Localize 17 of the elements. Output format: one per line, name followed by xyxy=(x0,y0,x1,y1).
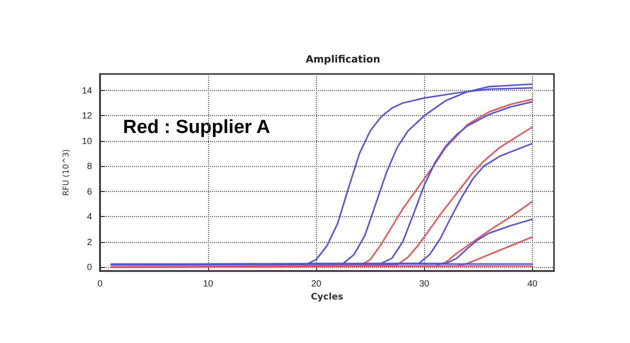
y-tick-label: 4 xyxy=(86,212,92,222)
x-tick-label: 10 xyxy=(203,278,214,288)
y-tick-label: 8 xyxy=(86,161,92,172)
annotation: Red : Supplier A xyxy=(123,117,270,138)
x-axis-title: Cycles xyxy=(310,292,344,302)
y-tick-label: 6 xyxy=(86,186,92,196)
x-tick-label: 20 xyxy=(311,278,322,288)
y-tick-label: 14 xyxy=(82,85,92,96)
chart-title: Amplification xyxy=(306,54,380,66)
y-tick-label: 0 xyxy=(86,262,92,272)
x-tick-label: 40 xyxy=(527,278,538,288)
y-tick-label: 10 xyxy=(82,136,92,146)
y-tick-label: 2 xyxy=(86,236,92,247)
y-axis-title: RFU (10^3) xyxy=(62,149,70,196)
x-tick-label: 0 xyxy=(97,278,103,288)
x-tick-label: 30 xyxy=(419,278,430,288)
y-tick-label: 12 xyxy=(82,110,92,121)
